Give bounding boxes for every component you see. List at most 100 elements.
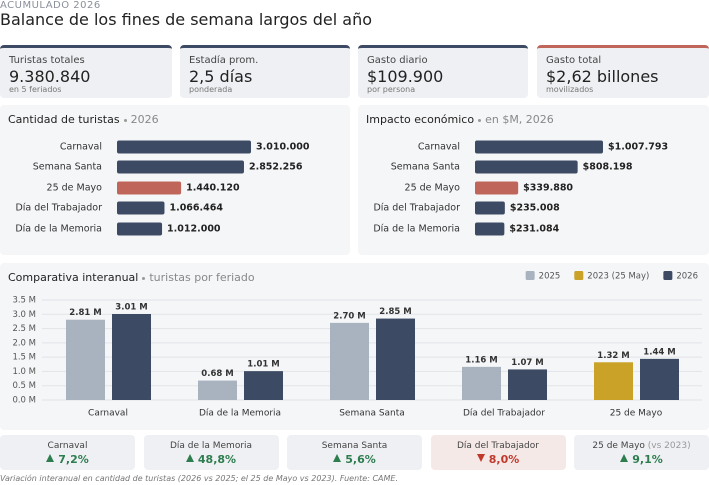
chart-panel: Impacto económico en $M, 2026 Carnaval $1.0… (358, 105, 709, 255)
bar (475, 181, 519, 195)
chart-title: Comparativa interanual (8, 271, 139, 284)
value-label: $339.880 (523, 183, 573, 194)
x-tick-label: Semana Santa (339, 409, 405, 419)
kpi-value: $2,62 billones (546, 67, 659, 86)
page-title: Balance de los fines de semana largos de… (0, 10, 372, 29)
change-card: 25 de Mayo (vs 2023) 9,1% (574, 435, 709, 470)
kpi-card: Turistas totales 9.380.840 en 5 feriados (0, 45, 172, 98)
value-label: 3.010.000 (256, 142, 310, 153)
value-label: $1.007.793 (608, 142, 668, 153)
change-card: Día de la Memoria 48,8% (143, 435, 279, 470)
bar (198, 380, 237, 400)
bar (475, 222, 505, 236)
separator (142, 276, 146, 280)
y-tick-label: 2.5 M (12, 324, 36, 334)
category-label: Día del Trabajador (373, 203, 460, 214)
separator (478, 118, 482, 122)
bar (244, 371, 283, 400)
bar (117, 140, 251, 154)
bar (640, 358, 679, 400)
kpi-label: Turistas totales (9, 55, 85, 66)
value-label: 1.32 M (597, 351, 629, 361)
change-name-row: Carnaval (0, 441, 135, 451)
chart-subtitle: 2026 (130, 113, 159, 126)
change-name: 25 de Mayo (592, 441, 645, 451)
x-tick-label: Día del Trabajador (463, 409, 545, 419)
kicker: ACUMULADO 2026 (0, 0, 101, 11)
value-label: 1.44 M (643, 347, 675, 357)
bar (475, 140, 603, 154)
bar (66, 319, 105, 400)
category-label: Carnaval (60, 142, 102, 153)
kpi-card: Gasto diario $109.900 por persona (358, 45, 528, 98)
value-label: 1.07 M (511, 358, 543, 368)
change-name: Carnaval (47, 441, 88, 451)
bar (117, 222, 163, 236)
change-value-row: 48,8% (144, 453, 279, 466)
bar (117, 160, 244, 174)
change-name-row: 25 de Mayo (vs 2023) (574, 441, 709, 451)
legend-label: 2025 (539, 272, 561, 282)
change-value-row: 9,1% (574, 453, 709, 466)
legend-label: 2023 (25 May) (587, 272, 649, 282)
category-label: Carnaval (418, 142, 460, 153)
chart-svg: 0.0 M 0.5 M 1.0 M 1.5 M 2.0 M 2.5 M 3.0 M 3.5 M… (12, 271, 702, 419)
change-card: Semana Santa 5,6% (287, 435, 422, 470)
value-label: 1.01 M (247, 360, 279, 370)
category-label: Día de la Memoria (15, 224, 102, 235)
category-label: 25 de Mayo (405, 183, 461, 194)
kpi-label: Gasto diario (367, 55, 428, 66)
change-value: 9,1% (632, 453, 663, 466)
category-label: 25 de Mayo (47, 183, 103, 194)
y-tick-label: 1.5 M (12, 353, 36, 363)
change-arrow (476, 454, 485, 462)
bar (475, 201, 505, 215)
y-tick-label: 1.0 M (12, 367, 36, 377)
change-value-row: 5,6% (287, 453, 422, 466)
chart-title: Impacto económico (366, 113, 475, 126)
change-value-row: 7,2% (0, 453, 135, 466)
category-label: Semana Santa (391, 162, 460, 173)
bar (112, 314, 151, 400)
bar (117, 181, 182, 195)
legend-swatch (663, 271, 673, 280)
value-label: 2.852.256 (249, 162, 303, 173)
y-tick-label: 2.0 M (12, 338, 36, 348)
change-name: Día del Trabajador (457, 441, 539, 451)
change-note: (vs 2023) (647, 441, 691, 451)
kpi-value: 2,5 días (189, 67, 253, 86)
bar (475, 160, 578, 174)
x-tick-label: Día de la Memoria (199, 409, 281, 419)
bar (330, 322, 369, 400)
value-label: $808.198 (583, 162, 633, 173)
change-value-row: 8,0% (431, 453, 566, 466)
value-label: 1.16 M (465, 355, 497, 365)
value-label: 1.012.000 (167, 224, 221, 235)
change-name-row: Semana Santa (287, 441, 422, 451)
change-name-row: Día de la Memoria (144, 441, 279, 451)
change-arrow (46, 454, 55, 462)
kpi-value: $109.900 (367, 67, 444, 86)
value-label: 2.81 M (69, 308, 101, 318)
kpi-note: ponderada (189, 85, 233, 94)
bar (594, 362, 633, 400)
kpi-card: Gasto total $2,62 billones movilizados (537, 45, 709, 98)
chart-title-row: Cantidad de turistas 2026 (8, 113, 159, 126)
kpi-card: Estadía prom. 2,5 días ponderada (180, 45, 350, 98)
y-tick-label: 3.5 M (12, 296, 36, 306)
kpi-note: por persona (367, 85, 416, 94)
bar (117, 201, 165, 215)
change-card: Carnaval 7,2% (0, 435, 135, 470)
change-card: Día del Trabajador 8,0% (430, 435, 566, 470)
value-label: $235.008 (510, 203, 560, 214)
change-arrow (185, 454, 194, 462)
value-label: 2.70 M (333, 311, 365, 321)
value-label: 0.68 M (201, 369, 233, 379)
chart-panel: Cantidad de turistas 2026 Carnaval 3.010.00… (0, 105, 350, 255)
chart-svg: Carnaval 3.010.000 Semana Santa 2.852.256 25… (15, 140, 310, 236)
chart-panel: Comparativa interanual turistas por feria… (0, 263, 709, 430)
change-arrow (620, 454, 629, 462)
change-value: 48,8% (197, 453, 237, 466)
change-value: 7,2% (58, 453, 89, 466)
